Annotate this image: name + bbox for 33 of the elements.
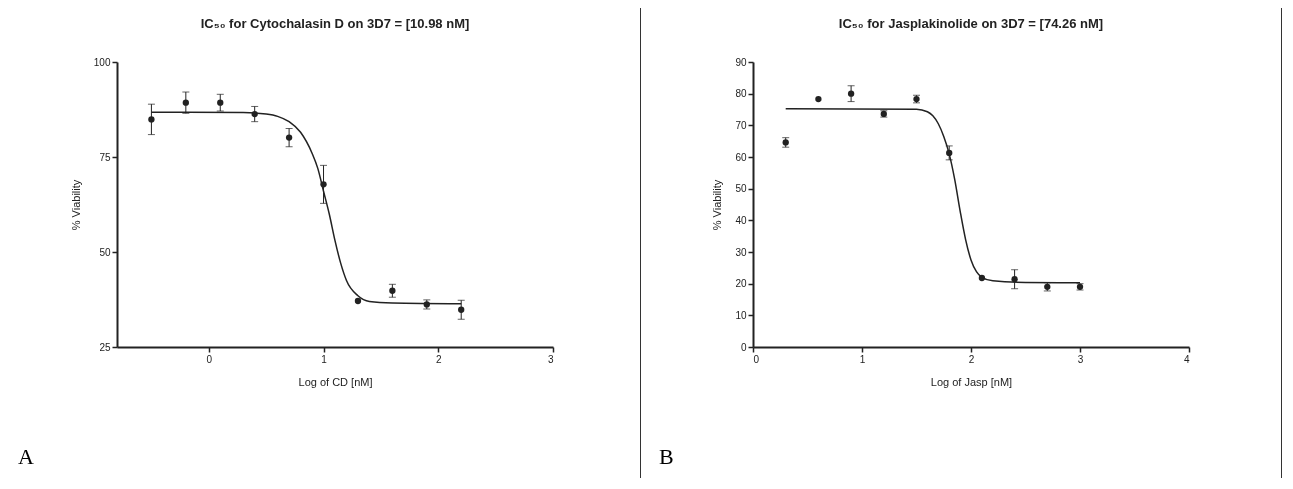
chart-title: IC₅₀ for Cytochalasin D on 3D7 = [10.98 nM] bbox=[200, 16, 470, 31]
y-tick-label: 20 bbox=[735, 278, 747, 290]
y-axis-title: % Viability bbox=[711, 179, 724, 231]
y-tick-label: 10 bbox=[735, 309, 747, 321]
x-tick-label: 1 bbox=[859, 353, 866, 365]
x-tick-label: 3 bbox=[1077, 353, 1084, 365]
y-tick-label: 0 bbox=[740, 341, 747, 353]
y-tick-label: 100 bbox=[93, 56, 111, 68]
x-tick-label: 3 bbox=[547, 353, 554, 365]
y-tick-label: 80 bbox=[735, 88, 747, 100]
x-axis-title: Log of CD [nM] bbox=[298, 375, 373, 388]
y-tick-label: 60 bbox=[735, 151, 747, 163]
y-tick-label: 75 bbox=[99, 151, 111, 163]
text: A bbox=[18, 444, 34, 470]
y-axis-title: % Viability bbox=[69, 179, 82, 231]
x-tick-label: 0 bbox=[753, 353, 760, 365]
point bbox=[815, 95, 822, 103]
x-tick-label: 4 bbox=[1183, 353, 1190, 365]
y-tick-label: 50 bbox=[99, 246, 111, 258]
x-axis-title: Log of Jasp [nM] bbox=[930, 375, 1013, 388]
y-tick-label: 30 bbox=[735, 246, 747, 258]
x-tick-label: 2 bbox=[435, 353, 442, 365]
x-tick-label: 0 bbox=[206, 353, 213, 365]
y-tick-label: 90 bbox=[735, 56, 747, 68]
y-tick-label: 25 bbox=[99, 341, 111, 353]
y-tick-label: 70 bbox=[735, 119, 747, 131]
y-tick-label: 40 bbox=[735, 214, 747, 226]
text: B bbox=[659, 444, 674, 470]
chart-title: IC₅₀ for Jasplakinolide on 3D7 = [74.26 nM] bbox=[838, 16, 1104, 31]
point bbox=[354, 297, 362, 305]
y-tick-label: 50 bbox=[735, 183, 747, 195]
x-tick-label: 1 bbox=[321, 353, 328, 365]
x-tick-label: 2 bbox=[968, 353, 975, 365]
